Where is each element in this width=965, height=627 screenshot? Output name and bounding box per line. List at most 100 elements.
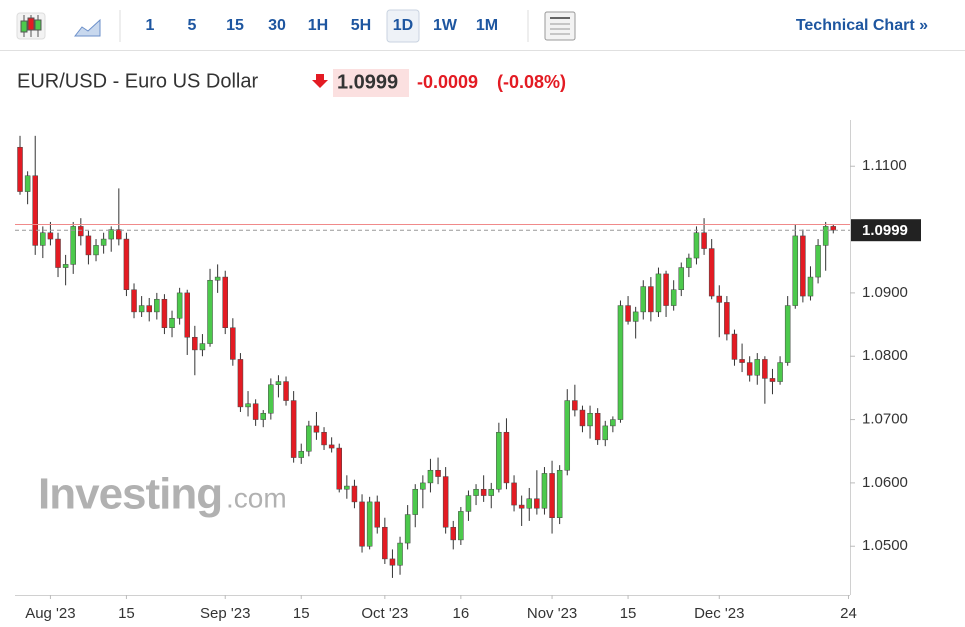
candle-body — [275, 381, 282, 385]
x-tick-label: 16 — [453, 605, 470, 622]
candle-body — [534, 498, 540, 509]
icon-frame — [544, 11, 576, 41]
candle-body — [724, 302, 730, 335]
candle-body — [686, 257, 692, 268]
candle-body — [678, 267, 685, 290]
candle-body — [85, 235, 92, 256]
candle-body — [366, 501, 373, 547]
candle-body — [123, 238, 130, 290]
technical-chart-link[interactable]: Technical Chart » — [796, 17, 928, 34]
interval-button[interactable]: 30 — [268, 17, 286, 34]
candle-body — [230, 327, 236, 360]
candle-body — [108, 229, 114, 240]
interval-button[interactable]: 5H — [351, 17, 371, 34]
x-tick-label: Sep '23 — [200, 605, 250, 622]
candle-body — [268, 384, 274, 414]
candle-body — [245, 403, 251, 408]
interval-button[interactable]: 15 — [226, 17, 244, 34]
candle-body — [526, 498, 533, 509]
candle-body — [199, 343, 206, 351]
candle-body — [138, 305, 145, 313]
candle-body — [116, 229, 122, 240]
active-interval-frame — [386, 9, 420, 43]
y-tick-label: 1.0600 — [862, 474, 908, 491]
candle-body — [549, 473, 555, 518]
candle-body — [17, 146, 23, 192]
table-view-icon[interactable] — [544, 11, 576, 41]
interval-button[interactable]: 1 — [146, 17, 155, 34]
icon-body — [27, 17, 35, 31]
candle-body — [412, 488, 418, 515]
candle-body — [161, 298, 168, 328]
x-tick-label: Aug '23 — [25, 605, 75, 622]
candle-body — [594, 412, 601, 441]
candle-body — [382, 526, 388, 560]
candle-body — [252, 403, 259, 420]
candle-body — [207, 279, 213, 344]
candle-body — [754, 359, 761, 376]
plot-area: 1.0500 1.0600 1.0700 1.0800 1.0900 1.1100 Aug … — [15, 120, 921, 622]
down-arrow — [312, 74, 328, 88]
candle-body — [572, 400, 578, 411]
candle-body — [822, 226, 829, 246]
candle-body — [610, 419, 616, 427]
x-tick-label: Dec '23 — [694, 605, 744, 622]
candle-body — [176, 292, 183, 319]
icon-body — [20, 20, 28, 33]
candle-body — [24, 175, 31, 192]
candle-body — [458, 511, 464, 541]
candle-body — [518, 504, 525, 509]
candle-body — [579, 409, 586, 427]
candle-body — [328, 444, 335, 449]
candle-body — [93, 245, 99, 256]
candle-body — [473, 488, 479, 496]
candle-body — [290, 400, 297, 458]
candle-body — [503, 431, 510, 484]
candle-body — [830, 226, 837, 231]
candle-body — [154, 298, 160, 313]
candle-body — [131, 289, 137, 313]
interval-button[interactable]: 1H — [308, 17, 328, 34]
last-price: 1.0999 — [337, 71, 398, 93]
chart-type-candles-icon[interactable] — [16, 12, 46, 40]
watermark-suffix: .com — [226, 482, 287, 513]
candle-body — [55, 238, 61, 268]
candle-body — [298, 450, 304, 458]
candle-body — [792, 235, 799, 306]
candle-body — [40, 232, 46, 246]
candle-body — [693, 232, 700, 259]
candle-body — [70, 226, 76, 265]
candle-body — [192, 336, 198, 351]
candle-body — [480, 488, 487, 496]
interval-button[interactable]: 1W — [433, 17, 458, 34]
interval-button[interactable]: 1M — [476, 17, 498, 34]
candle-body — [648, 286, 654, 313]
candle-body — [146, 305, 152, 313]
candle-body — [420, 482, 426, 490]
watermark: Investing .com — [38, 470, 287, 519]
interval-button[interactable]: 5 — [188, 17, 197, 34]
price-change-percent: (-0.08%) — [497, 72, 566, 92]
candle-body — [313, 425, 320, 433]
icon-body — [34, 19, 42, 31]
candle-body — [663, 273, 669, 306]
candle-body — [260, 412, 266, 420]
candle-body — [670, 289, 677, 306]
candle-body — [541, 473, 548, 509]
chart-type-area-icon[interactable] — [73, 18, 101, 37]
candle-body — [496, 431, 502, 490]
candle-body — [283, 381, 289, 401]
x-tick-label: 24 — [840, 605, 857, 622]
x-tick-label: 15 — [118, 605, 135, 622]
candle-body — [344, 485, 350, 490]
instrument-title: EUR/USD - Euro US Dollar — [17, 70, 259, 92]
interval-button[interactable]: 1D — [393, 17, 413, 34]
candle-body — [465, 495, 472, 512]
candle-body — [306, 425, 312, 452]
watermark-brand: Investing — [38, 470, 222, 519]
candle-body — [374, 501, 380, 528]
candle-body — [602, 425, 609, 441]
candle-body — [807, 276, 814, 297]
candle-body — [389, 558, 396, 566]
